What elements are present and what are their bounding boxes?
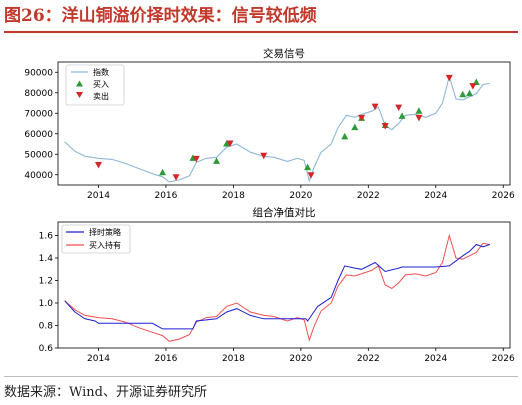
legend-buy-label: 买入: [93, 80, 109, 89]
sell-signal-marker: [395, 104, 403, 112]
nav-chart-legend: 择时策略 买入持有: [61, 224, 131, 254]
sell-signal-marker: [226, 140, 234, 147]
signal-y-tick-label: 60000: [24, 130, 53, 140]
buy-signal-marker: [351, 123, 359, 131]
sell-signal-marker: [192, 155, 200, 163]
nav-y-tick-label: 1.4: [39, 254, 54, 264]
signal-chart-frame: [57, 61, 511, 186]
nav-chart-axes: 2014 2016 2018 2020 2022 2024 2026 0.6 0.8 1.0 1.2…: [39, 232, 515, 365]
legend-index-label: 指数: [93, 67, 109, 77]
buy-signal-marker: [459, 90, 467, 98]
nav-x-tick-label: 2016: [154, 354, 177, 364]
buy-hold-line: [64, 233, 490, 342]
signal-x-tick-label: 2014: [87, 191, 110, 201]
nav-x-tick-label: 2018: [222, 354, 245, 364]
nav-chart-plot: [64, 233, 490, 342]
signal-y-tick-label: 90000: [24, 68, 53, 78]
buy-signal-marker: [415, 107, 423, 114]
signal-chart-title: 交易信号: [263, 47, 305, 60]
nav-x-tick-label: 2022: [357, 354, 380, 364]
signal-x-tick-label: 2016: [154, 191, 177, 201]
signal-chart-plot: [64, 74, 490, 183]
buy-signal-marker: [398, 112, 406, 119]
legend-hold-label: 买入持有: [89, 240, 121, 250]
sell-signal-marker: [445, 74, 453, 82]
buy-signal-marker: [213, 157, 221, 164]
nav-x-tick-label: 2020: [289, 354, 312, 364]
legend-sell-label: 卖出: [93, 91, 109, 101]
legend-buy-marker: [76, 80, 83, 87]
nav-y-tick-label: 0.8: [39, 322, 54, 332]
signal-x-tick-label: 2018: [222, 191, 245, 201]
signal-chart-axes: 2014 2016 2018 2020 2022 2024 2026 40000 50000 60…: [24, 68, 515, 201]
index-price-line: [64, 74, 490, 183]
sell-signal-marker: [381, 123, 389, 130]
nav-x-tick-label: 2026: [492, 354, 515, 364]
nav-chart-frame: [57, 221, 511, 349]
buy-signal-marker: [466, 89, 474, 97]
buy-signal-marker: [223, 140, 231, 147]
nav-y-tick-label: 1.2: [39, 277, 53, 287]
timing-strategy-line: [64, 243, 490, 330]
nav-y-tick-label: 1.0: [39, 299, 54, 309]
figure-title: 图26：洋山铜溢价择时效果：信号较低频: [4, 4, 518, 33]
sell-signal-marker: [469, 83, 477, 90]
signal-y-tick-label: 40000: [24, 171, 53, 181]
sell-signal-marker: [415, 114, 423, 122]
sell-signal-marker: [94, 162, 102, 169]
sell-signal-marker: [172, 174, 180, 181]
nav-x-tick-label: 2024: [424, 354, 447, 364]
buy-signal-marker: [304, 163, 312, 171]
sell-signal-marker: [260, 152, 268, 160]
signal-x-tick-label: 2020: [289, 191, 312, 201]
nav-x-tick-label: 2014: [87, 354, 110, 364]
sell-signal-marker: [371, 103, 379, 111]
sell-signal-marker: [358, 114, 366, 122]
nav-y-tick-label: 0.6: [39, 344, 54, 354]
legend-timing-label: 择时策略: [89, 227, 121, 237]
signal-chart-legend: 指数 买入 卖出: [65, 64, 125, 106]
sell-signal-marker: [307, 172, 315, 179]
source-note: 数据来源：Wind、开源证券研究所: [4, 376, 518, 400]
signal-y-tick-label: 50000: [24, 150, 53, 160]
legend-sell-marker: [76, 92, 83, 98]
signal-x-tick-label: 2026: [492, 191, 515, 201]
nav-chart-title: 组合净值对比: [253, 206, 316, 219]
signal-y-tick-label: 70000: [24, 109, 53, 119]
buy-signal-marker: [159, 168, 167, 176]
signal-x-tick-label: 2022: [357, 191, 380, 201]
nav-y-tick-label: 1.6: [39, 232, 54, 242]
buy-signal-marker: [341, 132, 349, 140]
signal-x-tick-label: 2024: [424, 191, 447, 201]
signal-y-tick-label: 80000: [24, 89, 53, 99]
